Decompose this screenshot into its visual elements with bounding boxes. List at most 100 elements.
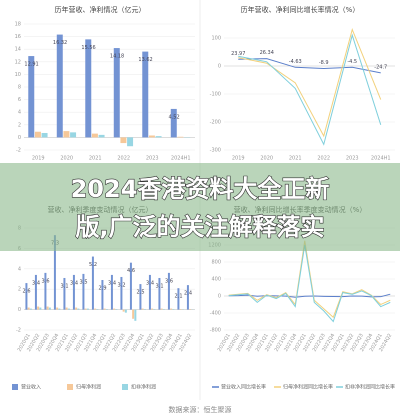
bar [177,136,184,138]
bar [58,308,61,310]
data-label: -4.5 [347,59,357,65]
bar [53,235,56,310]
bar [141,308,144,310]
x-tick-label: 2022 [117,156,130,162]
bar [167,272,170,310]
bar [179,309,182,310]
y-tick-label: 12 [15,59,21,65]
data-label: 14.18 [110,54,124,60]
data-label: 13.62 [138,57,152,63]
y-tick-label: -100 [210,92,221,98]
x-tick-label: 2022 [317,156,330,162]
bar [177,288,180,310]
bar [110,274,113,310]
chart-title: 历年营收、净利同比增长率情况（%） [241,5,360,14]
legend-label: 扣非净利润 [131,384,156,391]
x-tick-label: 2020 [260,156,273,162]
bar [153,309,156,310]
data-label: 23.97 [231,51,245,57]
bar [158,277,161,310]
bar [122,309,125,312]
y-tick-label: -2 [16,328,21,334]
bar [29,308,32,310]
bar [103,308,106,310]
y-tick-label: -200 [210,120,221,126]
data-label: 15.56 [81,45,95,51]
y-tick-label: 4 [18,110,21,116]
x-tick-label: 2020 [60,156,73,162]
bar [41,132,48,138]
legend-swatch [12,384,18,390]
bar [160,308,163,310]
banner-line: 版,广泛的关注解释落实 [75,213,324,241]
line [238,58,381,74]
bar [44,272,47,310]
legend-label: 归母净利润同比增长率 [283,384,333,391]
y-tick-label: 2 [18,122,21,128]
y-tick-label: 0 [18,135,21,141]
bar [143,309,146,310]
bar [28,56,35,138]
bar [129,262,132,310]
y-tick-label: 18 [15,22,21,28]
data-label: 3.4 [146,280,154,286]
chart-title: 历年营收、净利情况（亿元） [55,5,146,14]
source: 数据来源：恒生聚源 [169,405,232,414]
bar [172,309,175,310]
banner-line: 2024香港资料大全正新 [71,175,330,203]
bar [134,309,137,321]
y-tick-label: 400 [211,277,221,283]
bar [86,308,89,310]
bar [115,309,118,310]
bar [186,285,189,310]
data-label: 3.4 [70,280,78,286]
y-tick-label: 100 [211,36,221,42]
x-tick-label: 2023 [346,156,359,162]
bar [91,256,94,310]
data-label: 2.1 [175,294,183,300]
legend-label: 扣非净利润同比增长率 [345,384,395,391]
bar [189,309,192,310]
data-label: 3.6 [42,278,50,284]
bar [139,284,142,310]
bar [113,308,116,310]
bar [155,136,162,138]
y-tick-label: 16 [15,34,21,40]
bar [84,308,87,310]
bar [70,132,77,138]
data-label: 4.6 [127,268,135,274]
data-label: 2.5 [137,290,145,296]
y-tick-label: 2 [18,287,21,293]
x-tick-label: 2019 [232,156,245,162]
bar [75,307,78,310]
y-tick-label: 4 [18,266,21,272]
bar [148,274,151,310]
bar [25,283,28,310]
bar [124,309,127,313]
data-label: 3.1 [156,283,164,289]
bar [120,137,127,144]
bar [56,307,59,310]
data-label: 16.32 [53,40,67,46]
y-tick-label: 0 [18,307,21,313]
data-label: 2.6 [23,289,31,295]
bar [120,276,123,310]
bar [67,308,70,310]
y-tick-label: 800 [211,260,221,266]
bar [85,39,92,138]
data-label: -24.7 [374,64,387,70]
bar [170,308,173,310]
line [238,28,382,138]
legend-label: 归母净利润 [76,384,101,391]
y-tick-label: 0 [218,294,221,300]
bar [170,108,177,138]
bar [72,274,75,310]
bar [27,307,30,310]
data-label: -8.9 [319,60,329,66]
line [228,293,391,298]
x-tick-label: 2024H1 [171,156,191,162]
x-tick-label: 2021 [289,156,302,162]
y-tick-label: 6 [18,97,21,103]
y-tick-label: 8 [18,85,21,91]
